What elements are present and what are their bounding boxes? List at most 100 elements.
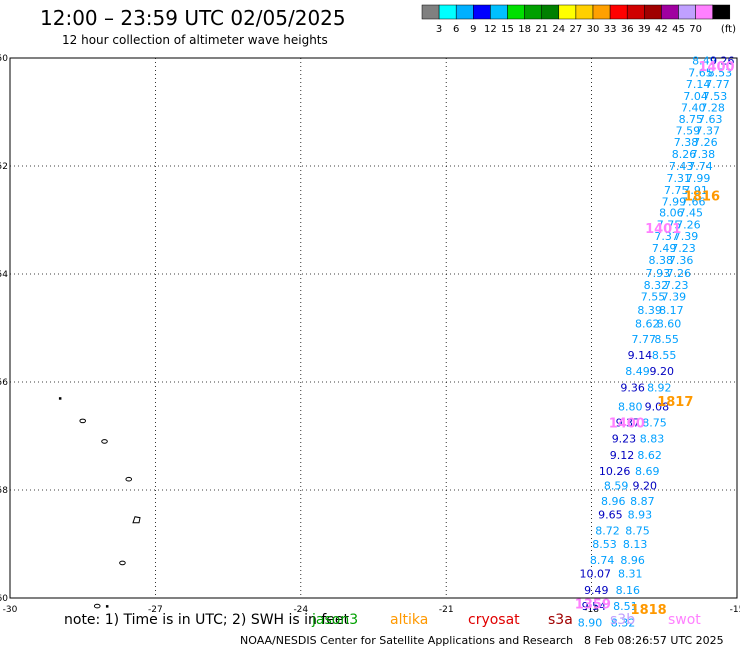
wave-height-value: 8.53 (708, 67, 733, 80)
wave-height-value: 9.12 (610, 449, 635, 462)
wave-height-value: 8.49 (692, 55, 717, 68)
legend-swot: swot (668, 612, 701, 628)
wave-height-value: 7.53 (703, 90, 728, 103)
wave-height-value: 8.80 (618, 400, 643, 413)
pass-time-label: 1817 (657, 395, 693, 410)
wave-height-value: 7.66 (681, 196, 706, 209)
pass-time-label: 1818 (631, 603, 667, 618)
wave-height-value: 9.37 (616, 417, 641, 430)
longitude-tick-label: -21 (439, 605, 454, 615)
pass-time-label: 1400 (609, 417, 645, 432)
wave-height-value: 7.37 (654, 230, 679, 243)
wave-height-value: 8.83 (640, 433, 665, 446)
color-tick-label: 33 (604, 24, 617, 35)
color-tick-label: 24 (552, 24, 565, 35)
wave-height-value: 9.14 (628, 349, 653, 362)
wave-height-value: 8.59 (604, 480, 629, 493)
map-title: 12:00 – 23:59 UTC 02/05/2025 (40, 6, 346, 30)
color-unit-label: (ft) (721, 24, 736, 35)
wave-height-value: 7.77 (705, 78, 730, 91)
wave-height-value: 7.26 (676, 218, 701, 231)
wave-height-value: 7.65 (688, 67, 713, 80)
wave-height-value: 8.17 (659, 304, 684, 317)
color-tick-label: 70 (689, 24, 702, 35)
wave-height-value: 7.23 (671, 242, 696, 255)
wave-height-value: 8.62 (637, 449, 662, 462)
wave-height-value: 8.75 (642, 417, 667, 430)
wave-height-value: 8.96 (601, 495, 626, 508)
wave-height-value: 9.49 (584, 584, 609, 597)
footer-note: note: 1) Time is in UTC; 2) SWH is in fe… (64, 612, 350, 628)
wave-height-value: 7.28 (700, 102, 725, 115)
color-scale-bar: 3 6 9 12 15 18 21 24 27 30 33 36 39 42 45 70 (ft) (421, 4, 736, 35)
wave-height-value: 8.31 (618, 568, 643, 581)
wave-height-value: 8.93 (628, 508, 653, 521)
wave-height-value: 7.59 (676, 124, 701, 137)
color-tick-label: 12 (484, 24, 497, 35)
wave-height-value: 8.75 (679, 113, 704, 126)
color-tick-label: 39 (638, 24, 651, 35)
longitude-tick-label: -18 (584, 605, 599, 615)
wave-height-value: 8.51 (613, 600, 638, 613)
island-shape (93, 603, 101, 609)
wave-height-value: 7.45 (679, 206, 704, 219)
color-tick-label: 3 (436, 24, 442, 35)
latitude-tick-label: -52 (0, 162, 8, 172)
wave-height-value: 8.32 (611, 616, 636, 629)
wave-height-value: 8.32 (644, 279, 669, 292)
wave-height-value: 7.39 (662, 291, 687, 304)
island-shape (132, 516, 141, 524)
wave-height-value: 9.08 (645, 400, 670, 413)
color-tick-label: 21 (535, 24, 548, 35)
wave-height-value: 8.69 (635, 465, 660, 478)
wave-height-value: 7.49 (652, 242, 677, 255)
color-tick-label: 36 (621, 24, 634, 35)
wave-height-value: 8.06 (659, 206, 684, 219)
wave-height-value: 9.20 (633, 480, 658, 493)
wave-height-value: 8.72 (595, 525, 620, 538)
wave-height-value: 7.38 (674, 136, 699, 149)
wave-height-value: 8.74 (590, 554, 615, 567)
wave-height-value: 7.39 (674, 230, 699, 243)
legend-cryosat: cryosat (468, 612, 520, 628)
color-tick-label: 30 (587, 24, 600, 35)
wave-height-value: 8.87 (630, 495, 655, 508)
wave-height-value: 7.99 (686, 172, 711, 185)
island-shape (125, 476, 133, 482)
credit-text: NOAA/NESDIS Center for Satellite Applica… (240, 634, 574, 647)
wave-height-value: 7.31 (666, 172, 691, 185)
latitude-tick-label: -54 (0, 270, 8, 280)
pass-time-label: 1359 (575, 597, 611, 612)
wave-height-value: 8.39 (637, 304, 662, 317)
pass-time-label: 1816 (684, 190, 720, 205)
longitude-tick-label: -15 (730, 605, 740, 615)
island-shape (79, 418, 86, 424)
wave-height-value: 8.53 (592, 538, 617, 551)
island-shape (119, 560, 126, 566)
color-tick-label: 45 (672, 24, 685, 35)
wave-height-value: 8.49 (625, 365, 650, 378)
wave-height-value: 9.20 (649, 365, 674, 378)
wave-height-value: 7.75 (657, 218, 682, 231)
longitude-tick-label: -27 (148, 605, 163, 615)
legend-s3a: s3a (548, 612, 573, 628)
latitude-tick-label: -56 (0, 378, 8, 388)
map-subtitle: 12 hour collection of altimeter wave hei… (62, 33, 328, 47)
wave-height-value: 9.36 (620, 381, 645, 394)
legend-s3b: s3b (610, 612, 636, 628)
longitude-tick-label: -24 (293, 605, 308, 615)
pass-time-label: 1401 (645, 222, 681, 237)
wave-height-value: 9.23 (612, 433, 637, 446)
wave-height-value: 7.55 (641, 291, 666, 304)
wave-height-value: 7.77 (632, 333, 657, 346)
wave-height-value: 8.92 (647, 381, 672, 394)
wave-height-value: 9.65 (598, 508, 623, 521)
wave-height-value: 8.16 (616, 584, 641, 597)
wave-height-value: 8.75 (625, 525, 650, 538)
wave-height-value: 7.63 (698, 113, 723, 126)
island-shape (101, 439, 108, 444)
color-tick-label: 42 (655, 24, 668, 35)
wave-height-value: 8.26 (672, 148, 697, 161)
wave-height-value: 8.60 (657, 318, 682, 331)
